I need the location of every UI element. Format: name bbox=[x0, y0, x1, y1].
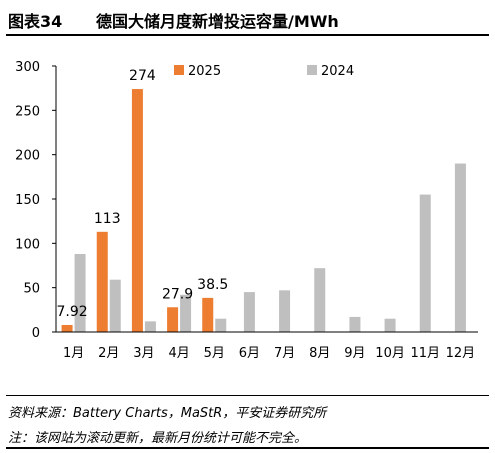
data-label: 274 bbox=[129, 68, 156, 84]
header-rule bbox=[6, 34, 489, 36]
legend-label-2025: 2025 bbox=[188, 64, 221, 79]
x-axis: 1月 2月 3月 4月 5月 6月 7月 8月 9月 10月 11月 12月 bbox=[56, 331, 478, 361]
bar-2024 bbox=[349, 316, 361, 332]
x-tick-label: 9月 bbox=[344, 346, 365, 361]
bar-2025 bbox=[96, 231, 108, 332]
legend-swatch-2025 bbox=[174, 65, 184, 75]
footer-rule-bottom bbox=[6, 447, 489, 449]
y-tick-label: 250 bbox=[15, 104, 40, 119]
x-tick-label: 3月 bbox=[133, 346, 154, 361]
legend-swatch-2024 bbox=[307, 65, 317, 75]
y-tick-label: 300 bbox=[15, 60, 40, 75]
y-tick-label: 200 bbox=[15, 149, 40, 164]
source-note: 资料来源：Battery Charts，MaStR，平安证券研究所 bbox=[8, 406, 327, 421]
x-tick-label: 5月 bbox=[204, 346, 225, 361]
x-tick-label: 12月 bbox=[446, 346, 476, 361]
x-tick-label: 2月 bbox=[98, 346, 119, 361]
y-axis: 0 50 100 150 200 250 300 bbox=[15, 60, 57, 341]
data-label: 27.9 bbox=[162, 286, 193, 302]
bar-series bbox=[61, 89, 466, 332]
x-tick-label: 7月 bbox=[274, 346, 295, 361]
y-tick-label: 100 bbox=[15, 237, 40, 252]
data-label: 38.5 bbox=[197, 277, 228, 293]
footer-rule-top bbox=[6, 395, 489, 396]
bar-2024 bbox=[314, 268, 326, 332]
bar-2024 bbox=[454, 163, 466, 332]
data-labels: 7.92 113 274 27.938.5 bbox=[56, 68, 228, 320]
bar-2024 bbox=[419, 194, 431, 332]
bar-chart: 0 50 100 150 200 250 300 1月 2月 3月 4月 5月 6月 7月 8月 9月 10月… bbox=[15, 60, 478, 361]
bar-2024 bbox=[144, 321, 156, 332]
x-tick-label: 11月 bbox=[410, 346, 440, 361]
bar-2025 bbox=[61, 324, 73, 332]
data-label: 113 bbox=[94, 211, 121, 227]
bar-2024 bbox=[74, 253, 86, 332]
legend-label-2024: 2024 bbox=[321, 64, 354, 79]
bar-2024 bbox=[279, 290, 291, 332]
figure-label: 图表34 bbox=[8, 12, 63, 31]
x-tick-label: 8月 bbox=[309, 346, 330, 361]
bar-2024 bbox=[243, 292, 255, 332]
legend: 2025 2024 bbox=[174, 64, 354, 79]
x-tick-label: 10月 bbox=[375, 346, 405, 361]
x-tick-label: 6月 bbox=[239, 346, 260, 361]
bar-2024 bbox=[180, 294, 192, 332]
data-label: 7.92 bbox=[56, 304, 87, 320]
y-tick-label: 50 bbox=[23, 282, 40, 297]
figure-header: 图表34 德国大储月度新增投运容量/MWh bbox=[0, 0, 495, 36]
x-tick-label: 4月 bbox=[168, 346, 189, 361]
x-tick-label: 1月 bbox=[63, 346, 84, 361]
footnote: 注：该网站为滚动更新，最新月份统计可能不完全。 bbox=[8, 431, 308, 446]
bar-2025 bbox=[131, 89, 143, 332]
bar-2025 bbox=[202, 297, 214, 332]
chart-title: 德国大储月度新增投运容量/MWh bbox=[96, 12, 339, 31]
bar-2024 bbox=[384, 318, 396, 332]
y-tick-label: 150 bbox=[15, 193, 40, 208]
bar-2024 bbox=[215, 318, 227, 332]
y-tick-label: 0 bbox=[32, 326, 40, 341]
bar-2025 bbox=[167, 307, 179, 332]
bar-2024 bbox=[109, 279, 121, 332]
